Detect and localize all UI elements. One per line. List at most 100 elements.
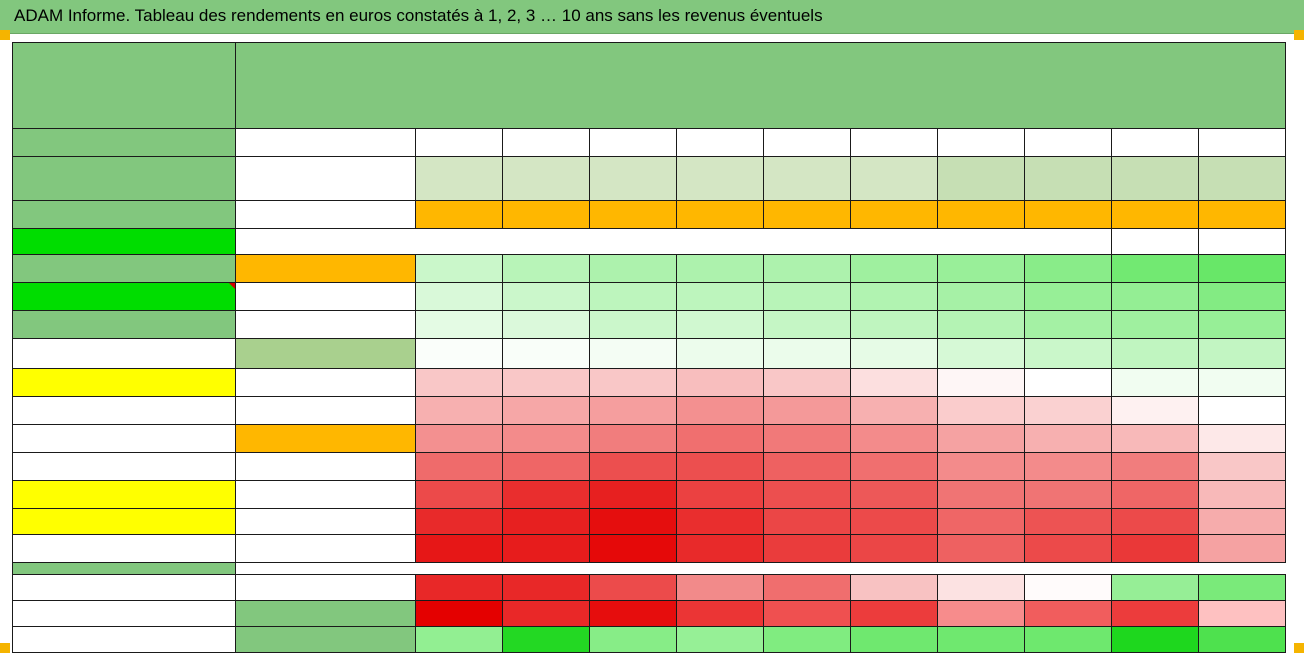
- percentile-cell: [415, 534, 503, 563]
- percentile-cell: [1111, 368, 1199, 397]
- percentile-cell: [502, 534, 590, 563]
- percentile-cell: [676, 508, 764, 535]
- duration-cell: [676, 128, 764, 157]
- percentile-cell: [1198, 396, 1286, 425]
- stat-cell: [850, 626, 938, 653]
- corner-marker: [0, 643, 10, 653]
- percentile-cell: [1024, 368, 1112, 397]
- percentile-cell: [676, 310, 764, 339]
- percentile-cell: [1111, 424, 1199, 453]
- percentile-cell: [589, 508, 677, 535]
- stat-cell: [1198, 574, 1286, 601]
- percentile-cell: [763, 508, 851, 535]
- stat-cell: [1198, 626, 1286, 653]
- percentile-cell: [415, 338, 503, 369]
- percentile-cell: [676, 534, 764, 563]
- table-row: [12, 282, 1286, 311]
- percentile-cell: [1024, 338, 1112, 369]
- percentile-cell: [1198, 452, 1286, 481]
- percentile-cell: [1111, 282, 1199, 311]
- volatility-cell: [937, 200, 1025, 229]
- table-row: [12, 480, 1286, 509]
- percentile-cell: [589, 396, 677, 425]
- percentile-cell: [676, 480, 764, 509]
- percentile-cell: [763, 424, 851, 453]
- percentile-label: [235, 396, 416, 425]
- table-row: [12, 156, 1286, 201]
- corner-marker: [1294, 643, 1304, 653]
- percentile-cell: [937, 282, 1025, 311]
- table-row: [12, 508, 1286, 535]
- stat-cell: [676, 626, 764, 653]
- stat-cell: [763, 600, 851, 627]
- percentile-cell: [1024, 508, 1112, 535]
- percentile-cell: [850, 338, 938, 369]
- percentile-cell: [937, 452, 1025, 481]
- stat-cell: [850, 574, 938, 601]
- percentile-cell: [763, 534, 851, 563]
- percentile-cell: [937, 254, 1025, 283]
- stat-cell: [1111, 574, 1199, 601]
- stat-cell: [589, 600, 677, 627]
- percentile-cell: [502, 508, 590, 535]
- stat-cell: [502, 600, 590, 627]
- percentile-cell: [502, 368, 590, 397]
- side-label: [12, 282, 236, 311]
- side-label: [12, 534, 236, 563]
- percentile-cell: [589, 424, 677, 453]
- stat-cell: [1198, 600, 1286, 627]
- duration-cell: [1111, 128, 1199, 157]
- percentile-cell: [589, 338, 677, 369]
- volatility-cell: [1024, 200, 1112, 229]
- volatility-cell: [1111, 200, 1199, 229]
- row-label: [235, 200, 416, 229]
- table-row: [12, 228, 1286, 255]
- table-row: [12, 42, 1286, 129]
- percentile-label: [235, 282, 416, 311]
- stat-cell: [415, 626, 503, 653]
- percentile-cell: [676, 368, 764, 397]
- percentile-cell: [937, 338, 1025, 369]
- percentile-cell: [589, 282, 677, 311]
- title-bar: ADAM Informe. Tableau des rendements en …: [0, 0, 1304, 34]
- report-title: ADAM Informe. Tableau des rendements en …: [14, 6, 823, 25]
- percentile-cell: [502, 254, 590, 283]
- percentile-cell: [850, 534, 938, 563]
- percentile-cell: [1111, 338, 1199, 369]
- percentile-cell: [1024, 396, 1112, 425]
- percentile-cell: [1111, 310, 1199, 339]
- percentile-cell: [1198, 368, 1286, 397]
- duration-cell: [1024, 128, 1112, 157]
- percentile-cell: [589, 368, 677, 397]
- side-label: [12, 128, 236, 157]
- stat-cell: [502, 626, 590, 653]
- percentile-cell: [415, 424, 503, 453]
- table-row: [12, 254, 1286, 283]
- side-label: [12, 368, 236, 397]
- stat-cell: [937, 600, 1025, 627]
- return-cell: [1111, 156, 1199, 201]
- percentile-label: [235, 534, 416, 563]
- stat-cell: [589, 574, 677, 601]
- percentile-cell: [937, 424, 1025, 453]
- stat-cell: [1111, 600, 1199, 627]
- volatility-cell: [502, 200, 590, 229]
- percentile-cell: [502, 480, 590, 509]
- volatility-cell: [676, 200, 764, 229]
- percentile-cell: [850, 480, 938, 509]
- returns-table: [12, 42, 1286, 653]
- percentile-cell: [763, 310, 851, 339]
- return-cell: [589, 156, 677, 201]
- stat-cell: [763, 574, 851, 601]
- side-label: [12, 424, 236, 453]
- duration-cell: [1198, 128, 1286, 157]
- percentile-cell: [937, 368, 1025, 397]
- header-description: [235, 42, 1286, 129]
- percentile-cell: [763, 368, 851, 397]
- side-label: [12, 254, 236, 283]
- percentile-cell: [1198, 254, 1286, 283]
- stat-side-label: [12, 600, 236, 627]
- duration-cell: [589, 128, 677, 157]
- percentile-cell: [850, 508, 938, 535]
- duration-cell: [415, 128, 503, 157]
